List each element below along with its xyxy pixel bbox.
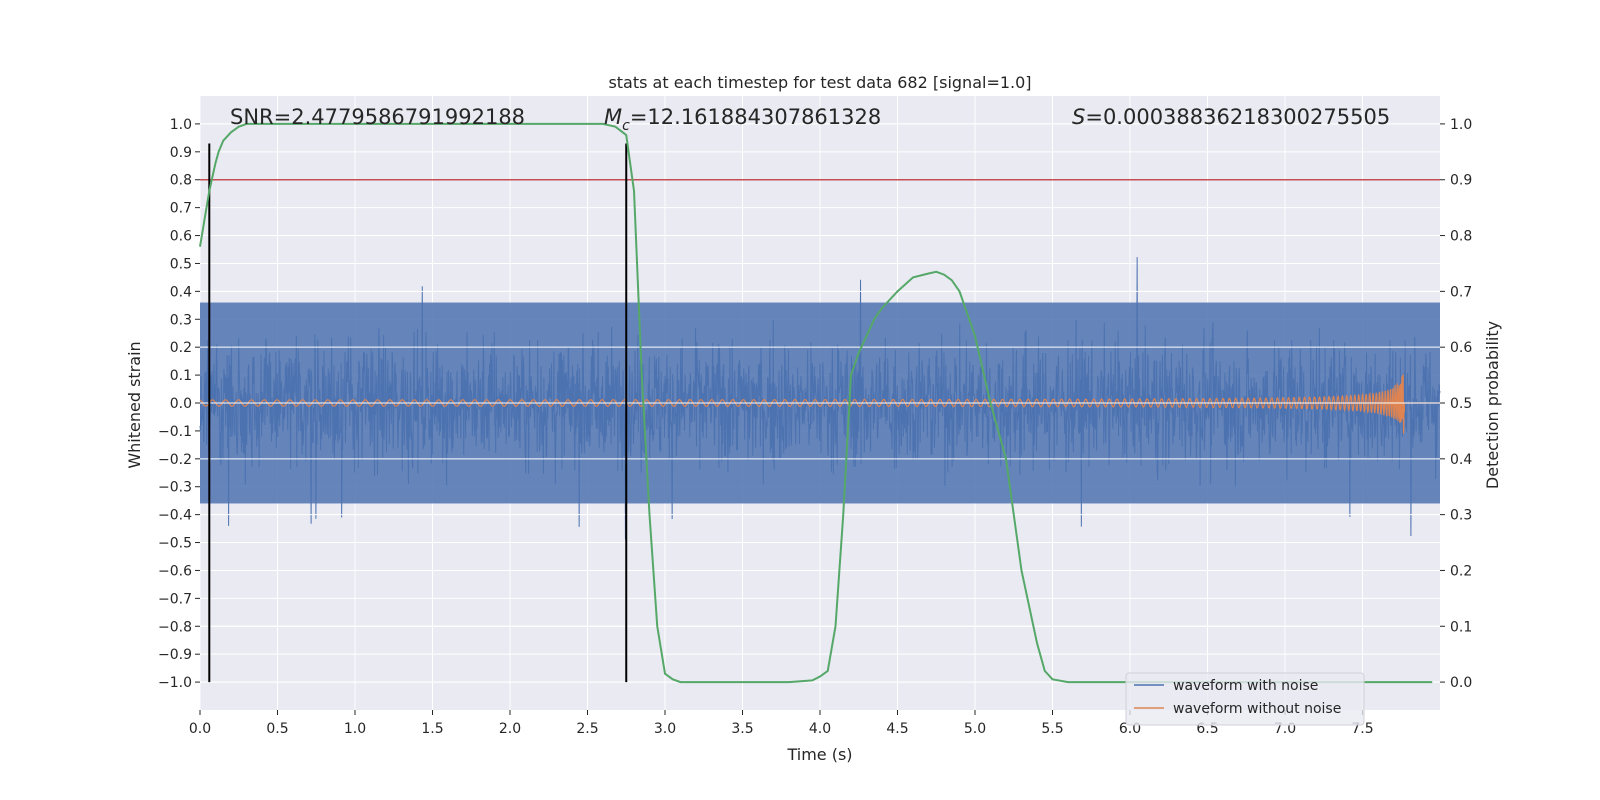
annotation-s: S=0.00038836218300275505 — [1072, 105, 1390, 129]
mc-value: =12.161884307861328 — [630, 105, 881, 129]
y2-tick-label: 0.2 — [1450, 563, 1472, 579]
x-tick-label: 2.0 — [499, 721, 521, 737]
x-tick-label: 1.5 — [421, 721, 443, 737]
s-symbol: S — [1072, 105, 1085, 129]
y-tick-label: 0.5 — [170, 256, 192, 272]
y-tick-label: 0.0 — [170, 396, 192, 412]
y-tick-label: 1.0 — [170, 117, 192, 133]
mc-subscript: c — [622, 118, 630, 134]
legend-label-noise: waveform with noise — [1173, 678, 1318, 694]
y2-tick-label: 0.5 — [1450, 396, 1472, 412]
y-tick-label: −0.7 — [158, 591, 192, 607]
x-tick-label: 4.5 — [886, 721, 908, 737]
y2-tick-label: 0.6 — [1450, 340, 1472, 356]
y-tick-label: 0.4 — [170, 284, 192, 300]
y-tick-label: −0.2 — [158, 452, 192, 468]
y-tick-label: 0.1 — [170, 368, 192, 384]
mc-symbol: M — [604, 105, 622, 129]
y-axis-right: 1.0 0.9 0.8 0.7 0.6 0.5 0.4 0.3 0.2 0.1 0.0 — [1440, 117, 1472, 691]
y-tick-label: 0.6 — [170, 229, 192, 245]
legend-label-clean: waveform without noise — [1173, 701, 1341, 717]
x-axis-label: Time (s) — [786, 745, 852, 764]
y-tick-label: −0.5 — [158, 536, 192, 552]
y-tick-label: 0.7 — [170, 201, 192, 217]
y-tick-label: 0.9 — [170, 145, 192, 161]
chart-title: stats at each timestep for test data 682… — [608, 73, 1031, 92]
y-tick-label: 0.3 — [170, 312, 192, 328]
y-tick-label: 0.8 — [170, 173, 192, 189]
trigger-lines — [208, 143, 628, 683]
x-tick-label: 0.0 — [189, 721, 211, 737]
y2-tick-label: 0.9 — [1450, 173, 1472, 189]
y-axis-left: 1.0 0.9 0.8 0.7 0.6 0.5 0.4 0.3 0.2 0.1 0.0 −0.1 −0.… — [158, 117, 200, 691]
legend: waveform with noise waveform without noi… — [1125, 672, 1365, 726]
y-tick-label: −0.6 — [158, 563, 192, 579]
y-axis-label: Whitened strain — [125, 341, 144, 468]
x-tick-label: 3.0 — [654, 721, 676, 737]
y-tick-label: −0.3 — [158, 480, 192, 496]
y2-tick-label: 0.3 — [1450, 508, 1472, 524]
x-axis: 0.0 0.5 1.0 1.5 2.0 2.5 3.0 3.5 4.0 4.5 5.0 5.5 6.0 6… — [189, 710, 1374, 737]
annotation-snr: SNR=2.4779586791992188 — [230, 105, 525, 129]
x-tick-label: 5.5 — [1041, 721, 1063, 737]
y2-axis-label: Detection probability — [1483, 321, 1502, 489]
y2-tick-label: 0.7 — [1450, 284, 1472, 300]
x-tick-label: 5.0 — [964, 721, 986, 737]
y-tick-label: −0.1 — [158, 424, 192, 440]
y-tick-label: −1.0 — [158, 675, 192, 691]
y2-tick-label: 0.1 — [1450, 619, 1472, 635]
legend-box — [1125, 672, 1365, 726]
y2-tick-label: 1.0 — [1450, 117, 1472, 133]
y2-tick-label: 0.4 — [1450, 452, 1472, 468]
s-value: =0.00038836218300275505 — [1085, 105, 1390, 129]
series-detection-probability — [199, 122, 1433, 684]
x-tick-label: 4.0 — [809, 721, 831, 737]
y-tick-label: 0.2 — [170, 340, 192, 356]
y-tick-label: −0.9 — [158, 647, 192, 663]
y-tick-label: −0.4 — [158, 508, 192, 524]
y2-tick-label: 0.8 — [1450, 229, 1472, 245]
y2-tick-label: 0.0 — [1450, 675, 1472, 691]
x-tick-label: 0.5 — [266, 721, 288, 737]
annotation-chirp-mass: Mc=12.161884307861328 — [604, 105, 881, 134]
x-tick-label: 2.5 — [576, 721, 598, 737]
y-tick-label: −0.8 — [158, 619, 192, 635]
x-tick-label: 1.0 — [344, 721, 366, 737]
x-tick-label: 3.5 — [731, 721, 753, 737]
